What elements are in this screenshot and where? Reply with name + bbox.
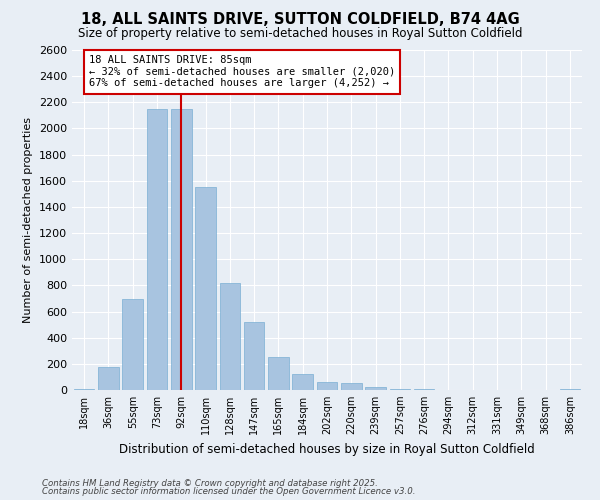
Bar bbox=[365, 388, 386, 390]
Bar bbox=[122, 299, 143, 390]
Text: Size of property relative to semi-detached houses in Royal Sutton Coldfield: Size of property relative to semi-detach… bbox=[78, 28, 522, 40]
Bar bbox=[98, 367, 119, 390]
Y-axis label: Number of semi-detached properties: Number of semi-detached properties bbox=[23, 117, 34, 323]
Bar bbox=[317, 382, 337, 390]
Bar bbox=[146, 109, 167, 390]
Bar bbox=[244, 322, 265, 390]
X-axis label: Distribution of semi-detached houses by size in Royal Sutton Coldfield: Distribution of semi-detached houses by … bbox=[119, 442, 535, 456]
Bar bbox=[389, 388, 410, 390]
Text: Contains public sector information licensed under the Open Government Licence v3: Contains public sector information licen… bbox=[42, 487, 415, 496]
Text: Contains HM Land Registry data © Crown copyright and database right 2025.: Contains HM Land Registry data © Crown c… bbox=[42, 478, 378, 488]
Text: 18, ALL SAINTS DRIVE, SUTTON COLDFIELD, B74 4AG: 18, ALL SAINTS DRIVE, SUTTON COLDFIELD, … bbox=[80, 12, 520, 28]
Bar bbox=[268, 356, 289, 390]
Bar bbox=[220, 283, 240, 390]
Text: 18 ALL SAINTS DRIVE: 85sqm
← 32% of semi-detached houses are smaller (2,020)
67%: 18 ALL SAINTS DRIVE: 85sqm ← 32% of semi… bbox=[89, 55, 395, 88]
Bar bbox=[341, 384, 362, 390]
Bar bbox=[292, 374, 313, 390]
Bar bbox=[195, 188, 216, 390]
Bar bbox=[171, 109, 191, 390]
